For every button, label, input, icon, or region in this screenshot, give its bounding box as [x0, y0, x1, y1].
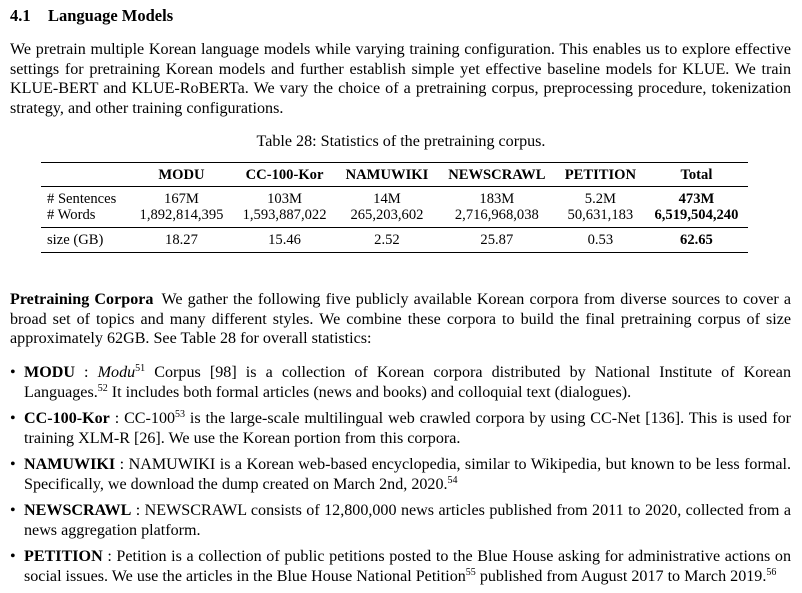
table-cell: 183M — [479, 191, 515, 207]
bullet-marker: • — [10, 502, 16, 519]
italic-text: Modu — [97, 364, 136, 381]
item-text: is the large-scale multilingual web craw… — [24, 410, 791, 447]
table-cell: 265,203,602 — [336, 207, 438, 228]
table-cell: 1,593,887,022 — [233, 207, 337, 228]
corpus-name: NAMUWIKI — [24, 456, 116, 473]
paragraph-heading: Pretraining Corpora — [10, 291, 154, 308]
section-number: 4.1 — [10, 6, 31, 25]
header-petition: PETITION — [555, 162, 645, 187]
table-cell: 2,716,968,038 — [437, 207, 556, 228]
table-cell: 2.52 — [336, 227, 438, 253]
bullet-marker: • — [10, 410, 16, 427]
separator: : — [131, 502, 145, 519]
table-row: # Words 1,892,814,395 1,593,887,022 265,… — [41, 207, 748, 228]
item-text: published from August 2017 to March 2019… — [475, 567, 767, 585]
table-cell: 25.87 — [437, 227, 556, 253]
total-cell: 62.65 — [644, 227, 748, 253]
header-modu: MODU — [129, 162, 234, 187]
list-item-namuwiki: • NAMUWIKI : NAMUWIKI is a Korean web-bas… — [10, 455, 791, 494]
header-namuwiki: NAMUWIKI — [336, 162, 438, 187]
footnote-marker: 52 — [97, 382, 108, 394]
table-cell: 15.46 — [233, 227, 337, 253]
separator: : — [74, 364, 98, 381]
pretraining-stats-table: MODU CC-100-Kor NAMUWIKI NEWSCRAWL PETIT… — [41, 162, 748, 253]
separator: : — [109, 410, 125, 427]
header-cc100: CC-100-Kor — [233, 162, 337, 187]
row-label: # Sentences — [47, 191, 117, 207]
table-cell: 50,631,183 — [555, 207, 645, 228]
table-cell: 103M — [267, 191, 302, 207]
footnote-marker: 54 — [447, 474, 458, 486]
table-cell: 1,892,814,395 — [129, 207, 234, 228]
row-label: size (GB) — [41, 227, 130, 253]
row-label: # Words — [41, 207, 130, 228]
paragraph-text: We gather the following five publicly av… — [10, 291, 791, 347]
corpora-paragraph: Pretraining Corpora We gather the followi… — [10, 290, 791, 349]
table-row: # Sentences 167M 103M 14M 183M 5.2M 473M — [41, 187, 748, 208]
table-row: size (GB) 18.27 15.46 2.52 25.87 0.53 62… — [41, 227, 748, 253]
corpus-name: NEWSCRAWL — [24, 502, 132, 519]
table-cell: 14M — [373, 191, 401, 207]
corpus-name: MODU — [24, 364, 75, 381]
bullet-marker: • — [10, 456, 16, 473]
table-cell: 5.2M — [584, 191, 616, 207]
intro-paragraph: We pretrain multiple Korean language mod… — [10, 41, 791, 117]
list-item-cc100: • CC-100-Kor : CC-10053 is the large-scal… — [10, 409, 791, 448]
table-caption: Table 28: Statistics of the pretraining … — [256, 133, 546, 150]
section-title: Language Models — [48, 6, 174, 25]
bullet-marker: • — [10, 548, 16, 565]
item-text: NEWSCRAWL consists of 12,800,000 news ar… — [24, 502, 791, 539]
item-text: Petition is a collection of public petit… — [24, 548, 792, 585]
footnote-marker: 51 — [135, 363, 146, 374]
separator: : — [115, 456, 129, 473]
total-cell: 473M — [678, 191, 715, 207]
header-empty — [41, 162, 130, 187]
separator: : — [102, 548, 117, 565]
header-total: Total — [644, 162, 748, 187]
table-cell: 18.27 — [129, 227, 234, 253]
item-text: NAMUWIKI is a Korean web-based encyclope… — [24, 456, 791, 493]
footnote-marker: 55 — [465, 566, 476, 578]
item-text: Corpus [98] is a collection of Korean co… — [24, 364, 791, 401]
footnote-marker: 53 — [175, 409, 186, 420]
bullet-marker: • — [10, 364, 16, 381]
item-text: It includes both formal articles (news a… — [107, 383, 632, 401]
table-cell: 167M — [164, 191, 199, 207]
corpus-name: CC-100-Kor — [24, 410, 110, 427]
corpus-name: PETITION — [24, 548, 103, 565]
footnote-marker: 56 — [766, 566, 777, 578]
list-item-modu: • MODU : Modu51 Corpus [98] is a collecti… — [10, 363, 791, 402]
item-text: CC-100 — [124, 410, 176, 427]
total-cell: 6,519,504,240 — [644, 207, 748, 228]
list-item-petition: • PETITION : Petition is a collection of … — [10, 547, 791, 586]
header-newscrawl: NEWSCRAWL — [437, 162, 556, 187]
table-header-row: MODU CC-100-Kor NAMUWIKI NEWSCRAWL PETIT… — [41, 162, 748, 187]
section-heading: 4.1 Language Models — [10, 6, 173, 26]
corpora-list: • MODU : Modu51 Corpus [98] is a collecti… — [10, 363, 791, 593]
list-item-newscrawl: • NEWSCRAWL : NEWSCRAWL consists of 12,80… — [10, 501, 791, 540]
table-cell: 0.53 — [555, 227, 645, 253]
